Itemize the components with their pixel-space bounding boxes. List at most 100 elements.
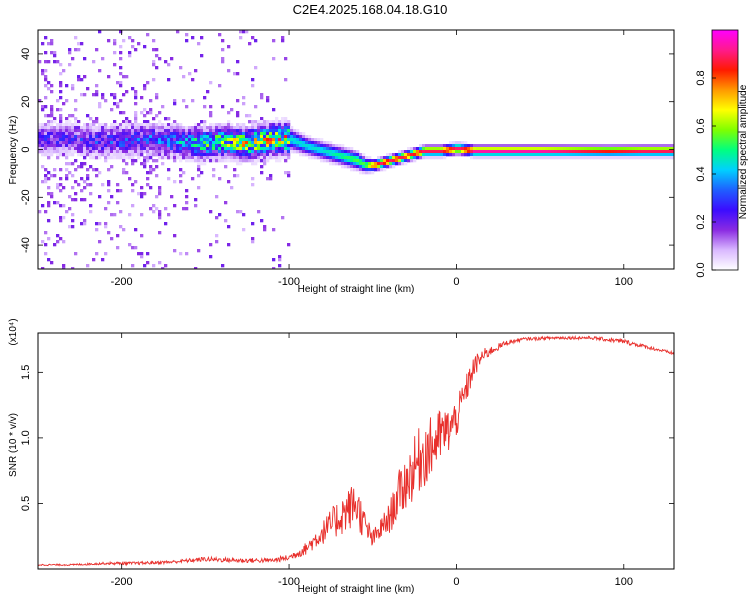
- heatmap-cell: [218, 135, 222, 139]
- heatmap-cell: [560, 147, 564, 151]
- heatmap-cell: [233, 141, 237, 145]
- heatmap-cell: [71, 213, 75, 217]
- heatmap-cell: [215, 126, 219, 130]
- heatmap-cell: [260, 117, 264, 121]
- heatmap-cell: [434, 153, 438, 157]
- heatmap-cell: [317, 150, 321, 154]
- heatmap-cell: [236, 72, 240, 76]
- heatmap-cell: [233, 72, 237, 76]
- heatmap-cell: [92, 150, 96, 154]
- heatmap-cell: [242, 144, 246, 148]
- heatmap-cell: [548, 144, 552, 148]
- heatmap-cell: [476, 147, 480, 151]
- heatmap-cell: [251, 156, 255, 160]
- heatmap-cell: [422, 150, 426, 154]
- heatmap-cell: [137, 135, 141, 139]
- heatmap-cell: [134, 96, 138, 100]
- heatmap-cell: [176, 150, 180, 154]
- heatmap-cell: [254, 135, 258, 139]
- heatmap-cell: [140, 195, 144, 199]
- heatmap-cell: [65, 156, 69, 160]
- heatmap-cell: [239, 147, 243, 151]
- heatmap-cell: [44, 60, 48, 64]
- heatmap-cell: [608, 150, 612, 154]
- heatmap-cell: [272, 150, 276, 154]
- heatmap-cell: [638, 156, 642, 160]
- heatmap-cell: [575, 153, 579, 157]
- heatmap-cell: [272, 228, 276, 232]
- heatmap-cell: [374, 165, 378, 169]
- heatmap-cell: [608, 156, 612, 160]
- heatmap-cell: [44, 174, 48, 178]
- heatmap-cell: [164, 150, 168, 154]
- heatmap-cell: [65, 150, 69, 154]
- heatmap-cell: [575, 156, 579, 160]
- heatmap-cell: [302, 144, 306, 148]
- heatmap-cell: [584, 156, 588, 160]
- snr-x-label: Height of straight line (km): [298, 584, 415, 595]
- heatmap-cell: [62, 264, 66, 268]
- heatmap-cell: [41, 141, 45, 145]
- heatmap-cell: [47, 204, 51, 208]
- heatmap-cell: [563, 147, 567, 151]
- heatmap-cell: [128, 132, 132, 136]
- heatmap-cell: [443, 144, 447, 148]
- heatmap-cell: [218, 126, 222, 130]
- heatmap-cell: [98, 195, 102, 199]
- heatmap-cell: [182, 156, 186, 160]
- heatmap-cell: [515, 156, 519, 160]
- heatmap-cell: [59, 96, 63, 100]
- heatmap-cell: [497, 150, 501, 154]
- heatmap-cell: [647, 144, 651, 148]
- heatmap-cell: [287, 174, 291, 178]
- heatmap-cell: [344, 165, 348, 169]
- heatmap-cell: [362, 168, 366, 172]
- heatmap-cell: [215, 147, 219, 151]
- heatmap-cell: [83, 75, 87, 79]
- heatmap-cell: [296, 150, 300, 154]
- heatmap-cell: [146, 153, 150, 157]
- heatmap-cell: [170, 144, 174, 148]
- heatmap-cell: [89, 141, 93, 145]
- heatmap-cell: [155, 150, 159, 154]
- heatmap-cell: [353, 162, 357, 166]
- heatmap-cell: [44, 138, 48, 142]
- heatmap-cell: [113, 126, 117, 130]
- heatmap-cell: [89, 144, 93, 148]
- heatmap-cell: [281, 126, 285, 130]
- heatmap-cell: [89, 156, 93, 160]
- heatmap-cell: [215, 156, 219, 160]
- heatmap-cell: [194, 141, 198, 145]
- heatmap-cell: [116, 138, 120, 142]
- heatmap-cell: [170, 153, 174, 157]
- heatmap-cell: [494, 156, 498, 160]
- heatmap-cell: [233, 147, 237, 151]
- heatmap-cell: [128, 36, 132, 40]
- heatmap-cell: [632, 156, 636, 160]
- heatmap-cell: [485, 144, 489, 148]
- y-tick-label: 40: [20, 48, 32, 60]
- heatmap-cell: [200, 144, 204, 148]
- heatmap-cell: [416, 147, 420, 151]
- heatmap-cell: [254, 147, 258, 151]
- heatmap-cell: [104, 150, 108, 154]
- heatmap-cell: [53, 141, 57, 145]
- heatmap-cell: [89, 117, 93, 121]
- heatmap-cell: [251, 162, 255, 166]
- heatmap-cell: [65, 147, 69, 151]
- heatmap-cell: [179, 252, 183, 256]
- heatmap-cell: [611, 153, 615, 157]
- heatmap-cell: [107, 147, 111, 151]
- heatmap-cell: [134, 48, 138, 52]
- colorbar-tick-label: 0.0: [695, 262, 707, 277]
- heatmap-cell: [200, 159, 204, 163]
- heatmap-cell: [458, 147, 462, 151]
- heatmap-cell: [182, 126, 186, 130]
- heatmap-cell: [233, 132, 237, 136]
- heatmap-cell: [113, 102, 117, 106]
- heatmap-cell: [242, 141, 246, 145]
- heatmap-cell: [59, 204, 63, 208]
- heatmap-cell: [254, 132, 258, 136]
- heatmap-cell: [128, 156, 132, 160]
